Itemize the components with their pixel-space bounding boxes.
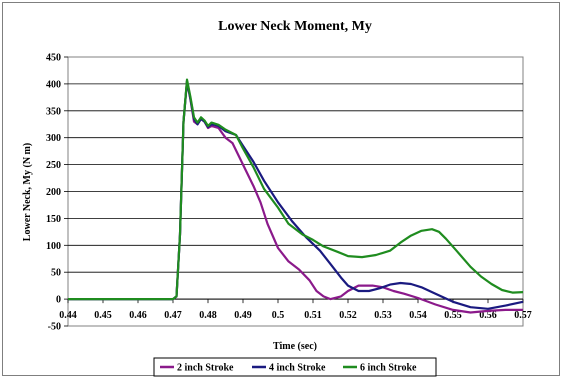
series-lines <box>68 78 524 314</box>
y-tick-label: 450 <box>46 53 61 64</box>
x-tick-label: 0.51 <box>304 310 322 321</box>
x-tick-label: 0.47 <box>164 310 182 321</box>
x-tick-label: 0.48 <box>199 310 217 321</box>
chart-title: Lower Neck Moment, My <box>218 19 372 34</box>
x-tick-label: 0.45 <box>94 310 112 321</box>
y-tick-label: 400 <box>46 79 61 90</box>
y-tick-label: 200 <box>46 187 61 198</box>
y-axis-label: Lower Neck, My (N m) <box>22 143 33 241</box>
x-tick-label: 0.46 <box>129 310 147 321</box>
x-tick-label: 0.57 <box>514 310 532 321</box>
x-tick-label: 0.52 <box>339 310 357 321</box>
x-tick-label: 0.54 <box>409 310 427 321</box>
y-tick-label: -50 <box>48 322 61 333</box>
y-tick-label: 250 <box>46 160 61 171</box>
legend: 2 inch Stroke 4 inch Stroke 6 inch Stroke <box>153 357 437 377</box>
y-tick-label: 300 <box>46 133 61 144</box>
legend-box <box>153 357 437 377</box>
legend-label-1: 2 inch Stroke <box>177 363 234 374</box>
legend-label-3: 6 inch Stroke <box>360 363 417 374</box>
x-tick-label: 0.49 <box>234 310 252 321</box>
x-axis-label: Time (sec) <box>273 341 317 352</box>
y-tick-label: 50 <box>51 268 61 279</box>
y-axis-ticks: 450 400 350 300 250 200 150 100 50 0 -50 <box>46 53 68 333</box>
legend-label-2: 4 inch Stroke <box>269 363 326 374</box>
y-tick-label: 150 <box>46 214 61 225</box>
y-tick-label: 0 <box>56 295 61 306</box>
x-tick-label: 0.53 <box>374 310 392 321</box>
x-axis-ticks: 0.44 0.45 0.46 0.47 0.48 0.49 0.5 0.51 0.52 0.53 0… <box>59 299 532 321</box>
x-tick-label: 0.55 <box>444 310 462 321</box>
x-tick-label: 0.5 <box>272 310 285 321</box>
y-tick-label: 100 <box>46 241 61 252</box>
series-line-3 <box>68 78 524 301</box>
x-tick-label: 0.56 <box>479 310 497 321</box>
x-tick-label: 0.44 <box>59 310 77 321</box>
y-tick-label: 350 <box>46 106 61 117</box>
